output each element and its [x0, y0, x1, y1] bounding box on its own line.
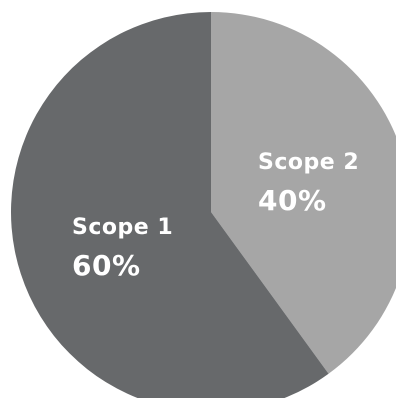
pie-slice-scope-2: [211, 12, 396, 374]
pie-slice-scope-1: [11, 12, 329, 398]
slice-label-scope-2-name: Scope 2: [258, 150, 359, 175]
slice-label-scope-2-value: 40%: [258, 184, 327, 217]
slice-label-scope-1-name: Scope 1: [72, 215, 173, 240]
slice-label-scope-1-value: 60%: [72, 249, 141, 282]
pie-slices: [11, 12, 396, 398]
pie-labels: Scope 1 60% Scope 2 40%: [72, 150, 359, 282]
